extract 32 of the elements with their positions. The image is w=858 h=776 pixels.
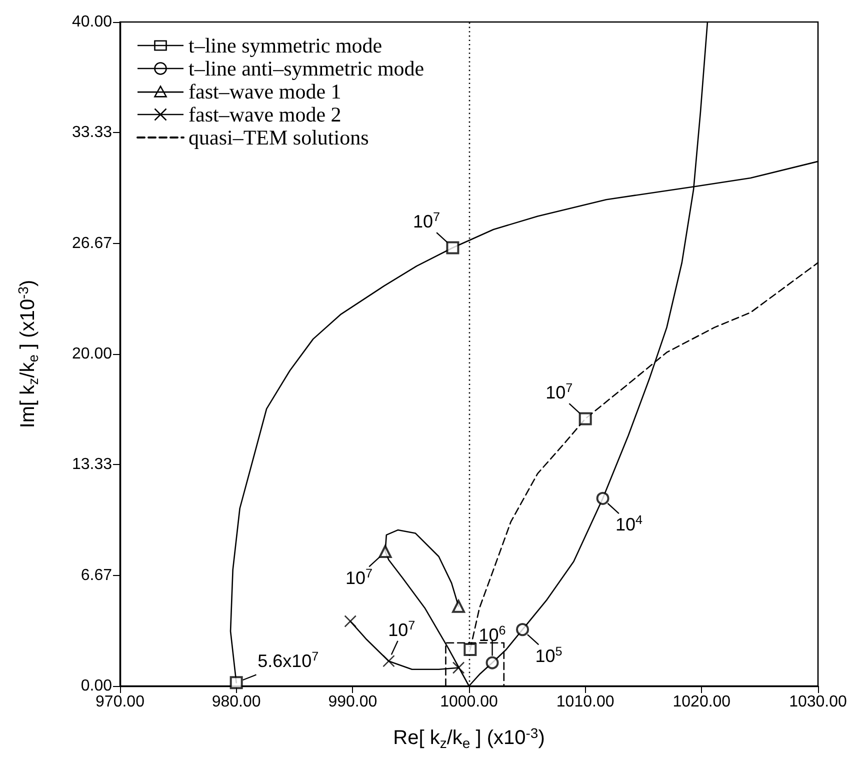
y-tick-label: 33.33 [72,124,112,142]
y-tick-label: 13.33 [72,456,112,474]
x-tick-label: 970.00 [96,694,145,710]
x-tick-label: 980.00 [212,694,261,710]
point [516,623,530,636]
point [452,662,465,674]
point [464,642,477,656]
legend-label: fast–wave mode 2 [188,102,342,126]
x-tick-label: 1030.00 [789,694,848,710]
point [578,412,592,426]
point [452,600,466,613]
y-tick-label: 20.00 [72,346,112,362]
legend-label: quasi–TEM solutions [188,126,369,150]
point [344,615,356,628]
legend-label: fast–wave mode 1 [188,80,342,104]
y-tick-label: 6.67 [80,566,112,584]
y-tick-label: 26.67 [72,234,112,252]
legend-label: t–line anti–symmetric mode [188,56,424,80]
x-tick-label: 1000.00 [440,694,498,710]
point [382,654,395,668]
y-tick-label: 40.00 [72,14,112,30]
y-tick-label: 0.00 [80,678,112,694]
legend-label: t–line symmetric mode [188,34,382,58]
x-tick-label: 1010.00 [556,694,614,710]
x-tick-label: 1020.00 [672,694,731,710]
y-axis-title: Im[ kz/ke ] (x10-3) [15,280,41,428]
point [230,676,243,690]
x-tick-label: 990.00 [328,694,378,710]
point [378,545,392,558]
point [486,656,499,670]
point [596,492,610,505]
point [446,241,460,254]
